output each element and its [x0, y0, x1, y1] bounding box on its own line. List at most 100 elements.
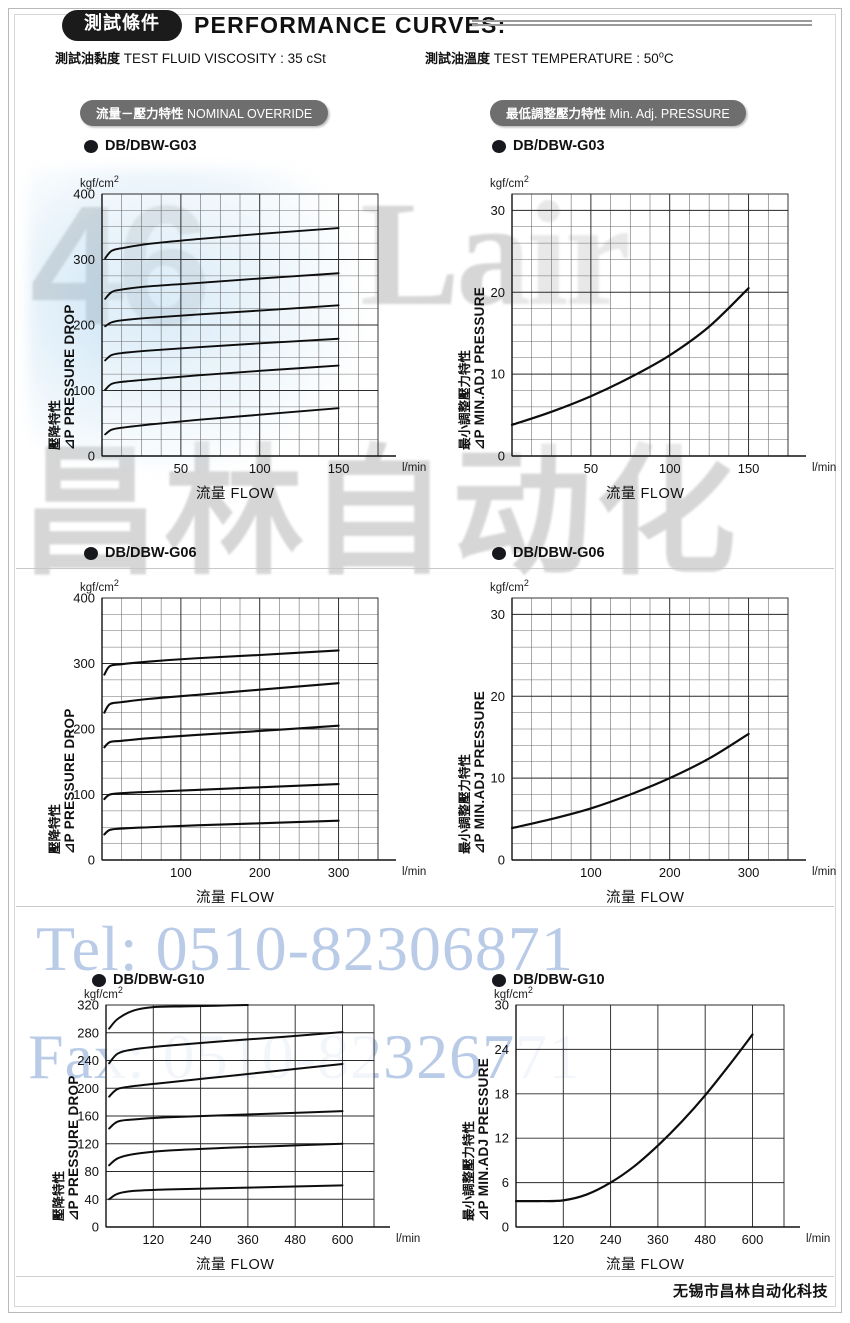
y-axis-title-en: ⊿P MIN.ADJ PRESSURE	[472, 286, 487, 450]
x-tick-label: 50	[584, 461, 598, 476]
x-tick-label: 240	[600, 1232, 622, 1247]
footer-company: 无锡市昌林自动化科技	[672, 1282, 828, 1300]
footer-divider	[16, 1276, 834, 1277]
bullet-dot-icon	[84, 139, 98, 153]
model-caption-g10-right: DB/DBW-G10	[492, 972, 605, 988]
curve-320-bar-setting	[108, 1004, 249, 1030]
section-divider-2	[16, 906, 834, 907]
x-unit-label: l/min	[402, 866, 427, 878]
x-unit-label: l/min	[812, 866, 837, 878]
bullet-dot-icon	[84, 546, 98, 560]
x-unit-label: l/min	[806, 1233, 831, 1245]
y-tick-label: 300	[73, 252, 95, 267]
model-label: DB/DBW-G06	[513, 545, 605, 561]
x-axis-title: 流量 FLOW	[196, 1257, 275, 1273]
model-caption-g10-left: DB/DBW-G10	[92, 972, 205, 988]
x-axis-title: 流量 FLOW	[606, 890, 685, 906]
y-tick-label: 0	[88, 853, 95, 868]
bullet-dot-icon	[492, 973, 506, 987]
curve-315-bar-setting	[103, 649, 340, 676]
y-tick-label: 10	[491, 771, 505, 786]
x-axis-title: 流量 FLOW	[196, 890, 275, 906]
model-caption-g03-left: DB/DBW-G03	[84, 138, 197, 154]
y-tick-label: 24	[495, 1042, 509, 1057]
section-badge-min-adj-pressure: 最低調整壓力特性 Min. Adj. PRESSURE	[490, 100, 746, 126]
model-label: DB/DBW-G06	[105, 545, 197, 561]
y-unit-label: kgf/cm2	[490, 174, 529, 190]
y-tick-label: 120	[77, 1136, 99, 1151]
x-tick-label: 300	[328, 865, 350, 880]
x-tick-label: 600	[742, 1232, 764, 1247]
model-caption-g06-right: DB/DBW-G06	[492, 545, 605, 561]
section-badge-left-cjk: 流量－壓力特性	[96, 106, 184, 121]
x-tick-label: 150	[738, 461, 760, 476]
curve-250-bar-setting	[103, 682, 340, 714]
curve-100-bar-setting	[103, 782, 340, 801]
x-tick-label: 100	[580, 865, 602, 880]
chart-g10-nominal-override: 0 40 80 120 160 200 240 280 320 120 240 360 480 600 kg…	[30, 985, 430, 1285]
y-axis-title-en: ⊿P PRESSURE DROP	[66, 1075, 81, 1221]
y-tick-label: 100	[73, 787, 95, 802]
model-label: DB/DBW-G10	[113, 972, 205, 988]
x-axis-title: 流量 FLOW	[606, 1257, 685, 1273]
x-tick-label: 200	[249, 865, 271, 880]
model-label: DB/DBW-G10	[513, 972, 605, 988]
curve-min-adj-pressure	[510, 287, 750, 426]
y-axis-title-en: ⊿P MIN.ADJ PRESSURE	[472, 690, 487, 854]
y-unit-label: kgf/cm2	[494, 985, 533, 1001]
x-axis-title: 流量 FLOW	[606, 486, 685, 502]
y-unit-label: kgf/cm2	[80, 578, 119, 594]
test-temperature-label-cjk: 測試油溫度	[425, 52, 491, 67]
y-tick-label: 0	[498, 853, 505, 868]
chart-g03-min-adj-pressure: 0 10 20 30 50 100 150 kgf/cm2 l/min 流量 FLOW ⊿P MIN…	[440, 168, 840, 518]
curve-min-adj-pressure	[514, 1033, 754, 1203]
curve-200-bar-setting	[103, 724, 340, 749]
x-unit-label: l/min	[812, 462, 837, 474]
test-viscosity-value: TEST FLUID VISCOSITY : 35 cSt	[123, 51, 326, 66]
y-tick-label: 80	[85, 1164, 99, 1179]
y-tick-label: 240	[77, 1053, 99, 1068]
y-axis-title-cjk: 壓降特性	[47, 803, 62, 854]
y-tick-label: 30	[491, 203, 505, 218]
y-tick-label: 6	[502, 1175, 509, 1190]
test-temperature-value: TEST TEMPERATURE : 50	[493, 51, 659, 66]
y-tick-label: 0	[88, 449, 95, 464]
y-axis-title-cjk: 最小調整壓力特性	[461, 1120, 476, 1221]
chart-g03-nominal-override: 0 100 200 300 400 50 100 150 kgf/cm2 l/min 流量 FLOW…	[30, 168, 430, 518]
y-tick-label: 300	[73, 656, 95, 671]
x-tick-label: 200	[659, 865, 681, 880]
x-tick-label: 100	[249, 461, 271, 476]
chart-g10-min-adj-pressure: 0 6 12 18 24 30 120 240 360 480 600 kgf/cm2 l/min 流量 …	[440, 985, 840, 1285]
y-tick-label: 30	[495, 998, 509, 1013]
y-axis-title-cjk: 壓降特性	[51, 1170, 66, 1221]
x-axis-title: 流量 FLOW	[196, 486, 275, 502]
model-label: DB/DBW-G03	[513, 138, 605, 154]
curve-40-bar-setting	[108, 1184, 344, 1201]
y-tick-label: 12	[495, 1131, 509, 1146]
x-tick-label: 100	[170, 865, 192, 880]
curve-100-bar-setting	[108, 1142, 344, 1167]
title-row: 測試條件 PERFORMANCE CURVES:	[62, 10, 506, 41]
x-tick-label: 100	[659, 461, 681, 476]
temperature-unit-tail: C	[663, 51, 674, 66]
y-tick-label: 320	[77, 998, 99, 1013]
y-tick-label: 200	[73, 722, 95, 737]
y-unit-label: kgf/cm2	[80, 174, 119, 190]
y-axis-title-cjk: 最小調整壓力特性	[457, 753, 472, 854]
bullet-dot-icon	[492, 139, 506, 153]
x-tick-label: 150	[328, 461, 350, 476]
y-tick-label: 20	[491, 689, 505, 704]
chart-g06-nominal-override: 0 100 200 300 400 100 200 300 kgf/cm2 l/min 流量 FLO…	[30, 572, 430, 922]
test-temperature: 測試油溫度 TEST TEMPERATURE : 50oC	[425, 48, 674, 68]
x-tick-label: 240	[190, 1232, 212, 1247]
test-viscosity: 測試油黏度 TEST FLUID VISCOSITY : 35 cSt	[55, 48, 425, 67]
chart-g06-min-adj-pressure: 0 10 20 30 100 200 300 kgf/cm2 l/min 流量 FLOW ⊿P MI…	[440, 572, 840, 922]
x-unit-label: l/min	[402, 462, 427, 474]
y-tick-label: 200	[77, 1081, 99, 1096]
y-tick-label: 20	[491, 285, 505, 300]
x-tick-label: 120	[552, 1232, 574, 1247]
y-tick-label: 40	[85, 1192, 99, 1207]
section-badge-nominal-override: 流量－壓力特性 NOMINAL OVERRIDE	[80, 100, 329, 126]
model-label: DB/DBW-G03	[105, 138, 197, 154]
